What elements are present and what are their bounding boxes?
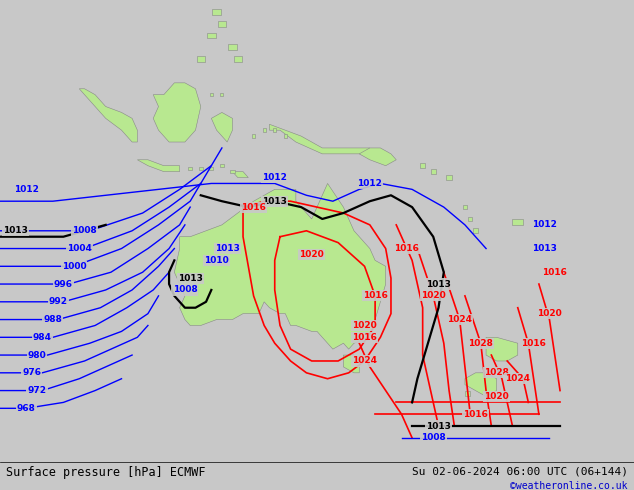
Polygon shape [211,112,233,142]
Text: Su 02-06-2024 06:00 UTC (06+144): Su 02-06-2024 06:00 UTC (06+144) [411,466,628,477]
Text: 1028: 1028 [484,368,509,377]
Text: Surface pressure [hPa] ECMWF: Surface pressure [hPa] ECMWF [6,466,206,479]
Polygon shape [359,148,396,166]
Polygon shape [220,164,224,168]
Text: 1013: 1013 [3,226,29,235]
Text: 976: 976 [22,368,41,377]
Text: 1020: 1020 [484,392,509,401]
Polygon shape [217,21,226,26]
Polygon shape [446,175,451,180]
Text: 1028: 1028 [469,339,493,348]
Text: 1020: 1020 [537,309,562,318]
Polygon shape [230,170,235,173]
Polygon shape [174,183,385,349]
Text: 992: 992 [49,297,68,306]
Polygon shape [273,128,276,132]
Text: 1008: 1008 [72,226,97,235]
Text: 996: 996 [54,280,73,289]
Polygon shape [228,45,236,50]
Polygon shape [486,337,518,361]
Polygon shape [474,228,477,233]
Text: 1020: 1020 [299,250,324,259]
Polygon shape [512,219,523,225]
Text: 1012: 1012 [14,185,39,194]
Text: 1024: 1024 [447,315,472,324]
Text: 1016: 1016 [241,203,266,212]
Text: 1016: 1016 [394,244,419,253]
Polygon shape [262,128,266,132]
Text: 1012: 1012 [532,220,557,229]
Text: 1013: 1013 [215,244,240,253]
Text: 1008: 1008 [172,286,197,294]
Polygon shape [344,355,359,373]
Text: 1016: 1016 [542,268,567,277]
Text: 980: 980 [28,350,46,360]
Text: 1024: 1024 [352,357,377,366]
Polygon shape [210,93,213,97]
Text: 1024: 1024 [505,374,530,383]
Text: 1016: 1016 [521,339,546,348]
Text: 1013: 1013 [426,280,451,289]
Polygon shape [212,9,221,15]
Text: 1000: 1000 [61,262,86,271]
Polygon shape [197,56,205,62]
Text: 1008: 1008 [421,434,446,442]
Polygon shape [209,167,214,171]
Text: ©weatheronline.co.uk: ©weatheronline.co.uk [510,481,628,490]
Polygon shape [269,124,370,154]
Text: 1016: 1016 [363,292,387,300]
Text: 1013: 1013 [426,421,451,431]
Text: 1016: 1016 [463,410,488,419]
Polygon shape [233,172,249,177]
Polygon shape [468,217,472,221]
Text: 988: 988 [43,315,62,324]
Text: 972: 972 [27,386,46,395]
Text: 984: 984 [33,333,52,342]
Polygon shape [198,167,203,171]
Polygon shape [138,160,179,172]
Text: 1013: 1013 [262,196,287,206]
Polygon shape [188,167,192,171]
Polygon shape [465,391,470,396]
Text: 968: 968 [17,404,36,413]
Polygon shape [207,32,216,39]
Polygon shape [420,163,425,168]
Text: 1020: 1020 [421,292,446,300]
Polygon shape [283,134,287,138]
Text: 1010: 1010 [204,256,229,265]
Text: 1013: 1013 [178,273,203,283]
Text: 1012: 1012 [262,173,287,182]
Text: 1004: 1004 [67,244,92,253]
Text: 1016: 1016 [352,333,377,342]
Polygon shape [221,93,224,97]
Text: 1013: 1013 [532,244,557,253]
Polygon shape [465,373,496,396]
Polygon shape [430,169,436,174]
Polygon shape [79,89,138,142]
Polygon shape [463,205,467,210]
Text: 1020: 1020 [352,321,377,330]
Text: 1012: 1012 [358,179,382,188]
Polygon shape [233,56,242,62]
Polygon shape [252,134,256,138]
Polygon shape [153,83,201,142]
